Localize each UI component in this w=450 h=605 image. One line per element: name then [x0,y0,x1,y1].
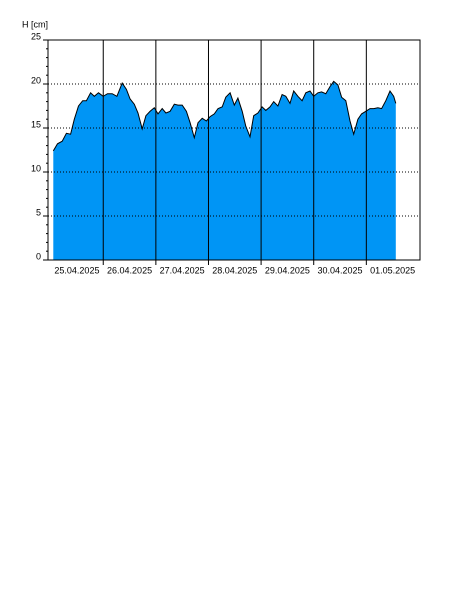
y-axis-label: H [cm] [22,19,48,29]
x-tick-label: 28.04.2025 [212,265,257,275]
y-tick-label: 15 [31,119,41,129]
plot-frame [47,39,421,261]
x-tick-label: 30.04.2025 [317,265,362,275]
x-tick-label: 29.04.2025 [265,265,310,275]
y-tick-label: 0 [36,251,41,261]
y-tick-label: 20 [31,75,41,85]
y-tick-label: 10 [31,163,41,173]
x-tick-label: 27.04.2025 [160,265,205,275]
y-tick-label: 25 [31,31,41,41]
area-fill [53,81,396,261]
x-tick-label: 26.04.2025 [107,265,152,275]
y-tick-label: 5 [36,207,41,217]
x-tick-label: 25.04.2025 [54,265,99,275]
x-tick-label: 01.05.2025 [370,265,415,275]
area-line [52,80,397,152]
